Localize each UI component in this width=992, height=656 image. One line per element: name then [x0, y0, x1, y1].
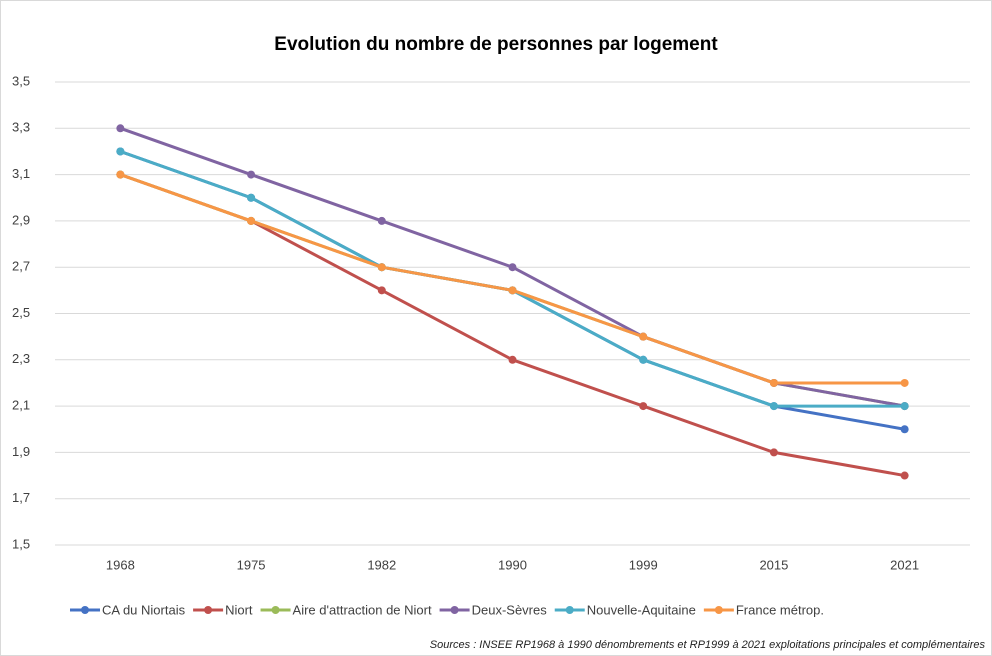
y-tick-label: 1,5	[12, 536, 30, 551]
y-tick-label: 2,7	[12, 259, 30, 274]
y-tick-label: 3,1	[12, 166, 30, 181]
point	[769, 402, 778, 411]
legend-label: France métrop.	[736, 602, 824, 617]
point	[377, 286, 386, 295]
legend-marker	[714, 606, 723, 614]
legend-label: Deux-Sèvres	[472, 602, 548, 617]
y-tick-label: 1,9	[12, 444, 30, 459]
x-tick-label: 1975	[237, 557, 266, 572]
point	[247, 216, 256, 225]
x-tick-label: 2021	[890, 557, 919, 572]
point	[116, 170, 125, 179]
legend-marker	[450, 606, 459, 614]
legend-marker	[565, 606, 574, 614]
x-tick-label: 1990	[498, 557, 527, 572]
legend-label: Nouvelle-Aquitaine	[587, 602, 696, 617]
legend-label: Niort	[225, 602, 253, 617]
chart-title: Evolution du nombre de personnes par log…	[274, 34, 718, 55]
point	[900, 471, 909, 480]
y-tick-label: 1,7	[12, 490, 30, 505]
y-tick-label: 2,9	[12, 212, 30, 227]
point	[900, 378, 909, 387]
y-tick-label: 3,3	[12, 120, 30, 135]
x-tick-label: 1968	[106, 557, 135, 572]
point	[377, 263, 386, 272]
point	[508, 355, 517, 364]
legend-label: CA du Niortais	[102, 602, 186, 617]
x-tick-label: 1999	[629, 557, 658, 572]
y-tick-label: 2,5	[12, 305, 30, 320]
y-tick-label: 3,5	[12, 73, 30, 88]
point	[116, 147, 125, 156]
point	[377, 216, 386, 225]
point	[769, 448, 778, 457]
point	[639, 332, 648, 341]
legend-label: Aire d'attraction de Niort	[293, 602, 432, 617]
x-tick-label: 1982	[367, 557, 396, 572]
point	[247, 170, 256, 179]
point	[508, 286, 517, 295]
x-tick-label: 2015	[759, 557, 788, 572]
point	[508, 263, 517, 272]
point	[639, 355, 648, 364]
point	[116, 124, 125, 133]
point	[900, 425, 909, 434]
legend-marker	[204, 606, 213, 614]
point	[900, 402, 909, 411]
source-note: Sources : INSEE RP1968 à 1990 dénombreme…	[430, 639, 986, 651]
point	[247, 193, 256, 202]
point	[639, 402, 648, 411]
legend-marker	[271, 606, 280, 614]
point	[769, 378, 778, 387]
legend-marker	[81, 606, 89, 614]
y-tick-label: 2,1	[12, 398, 30, 413]
y-tick-label: 2,3	[12, 351, 30, 366]
